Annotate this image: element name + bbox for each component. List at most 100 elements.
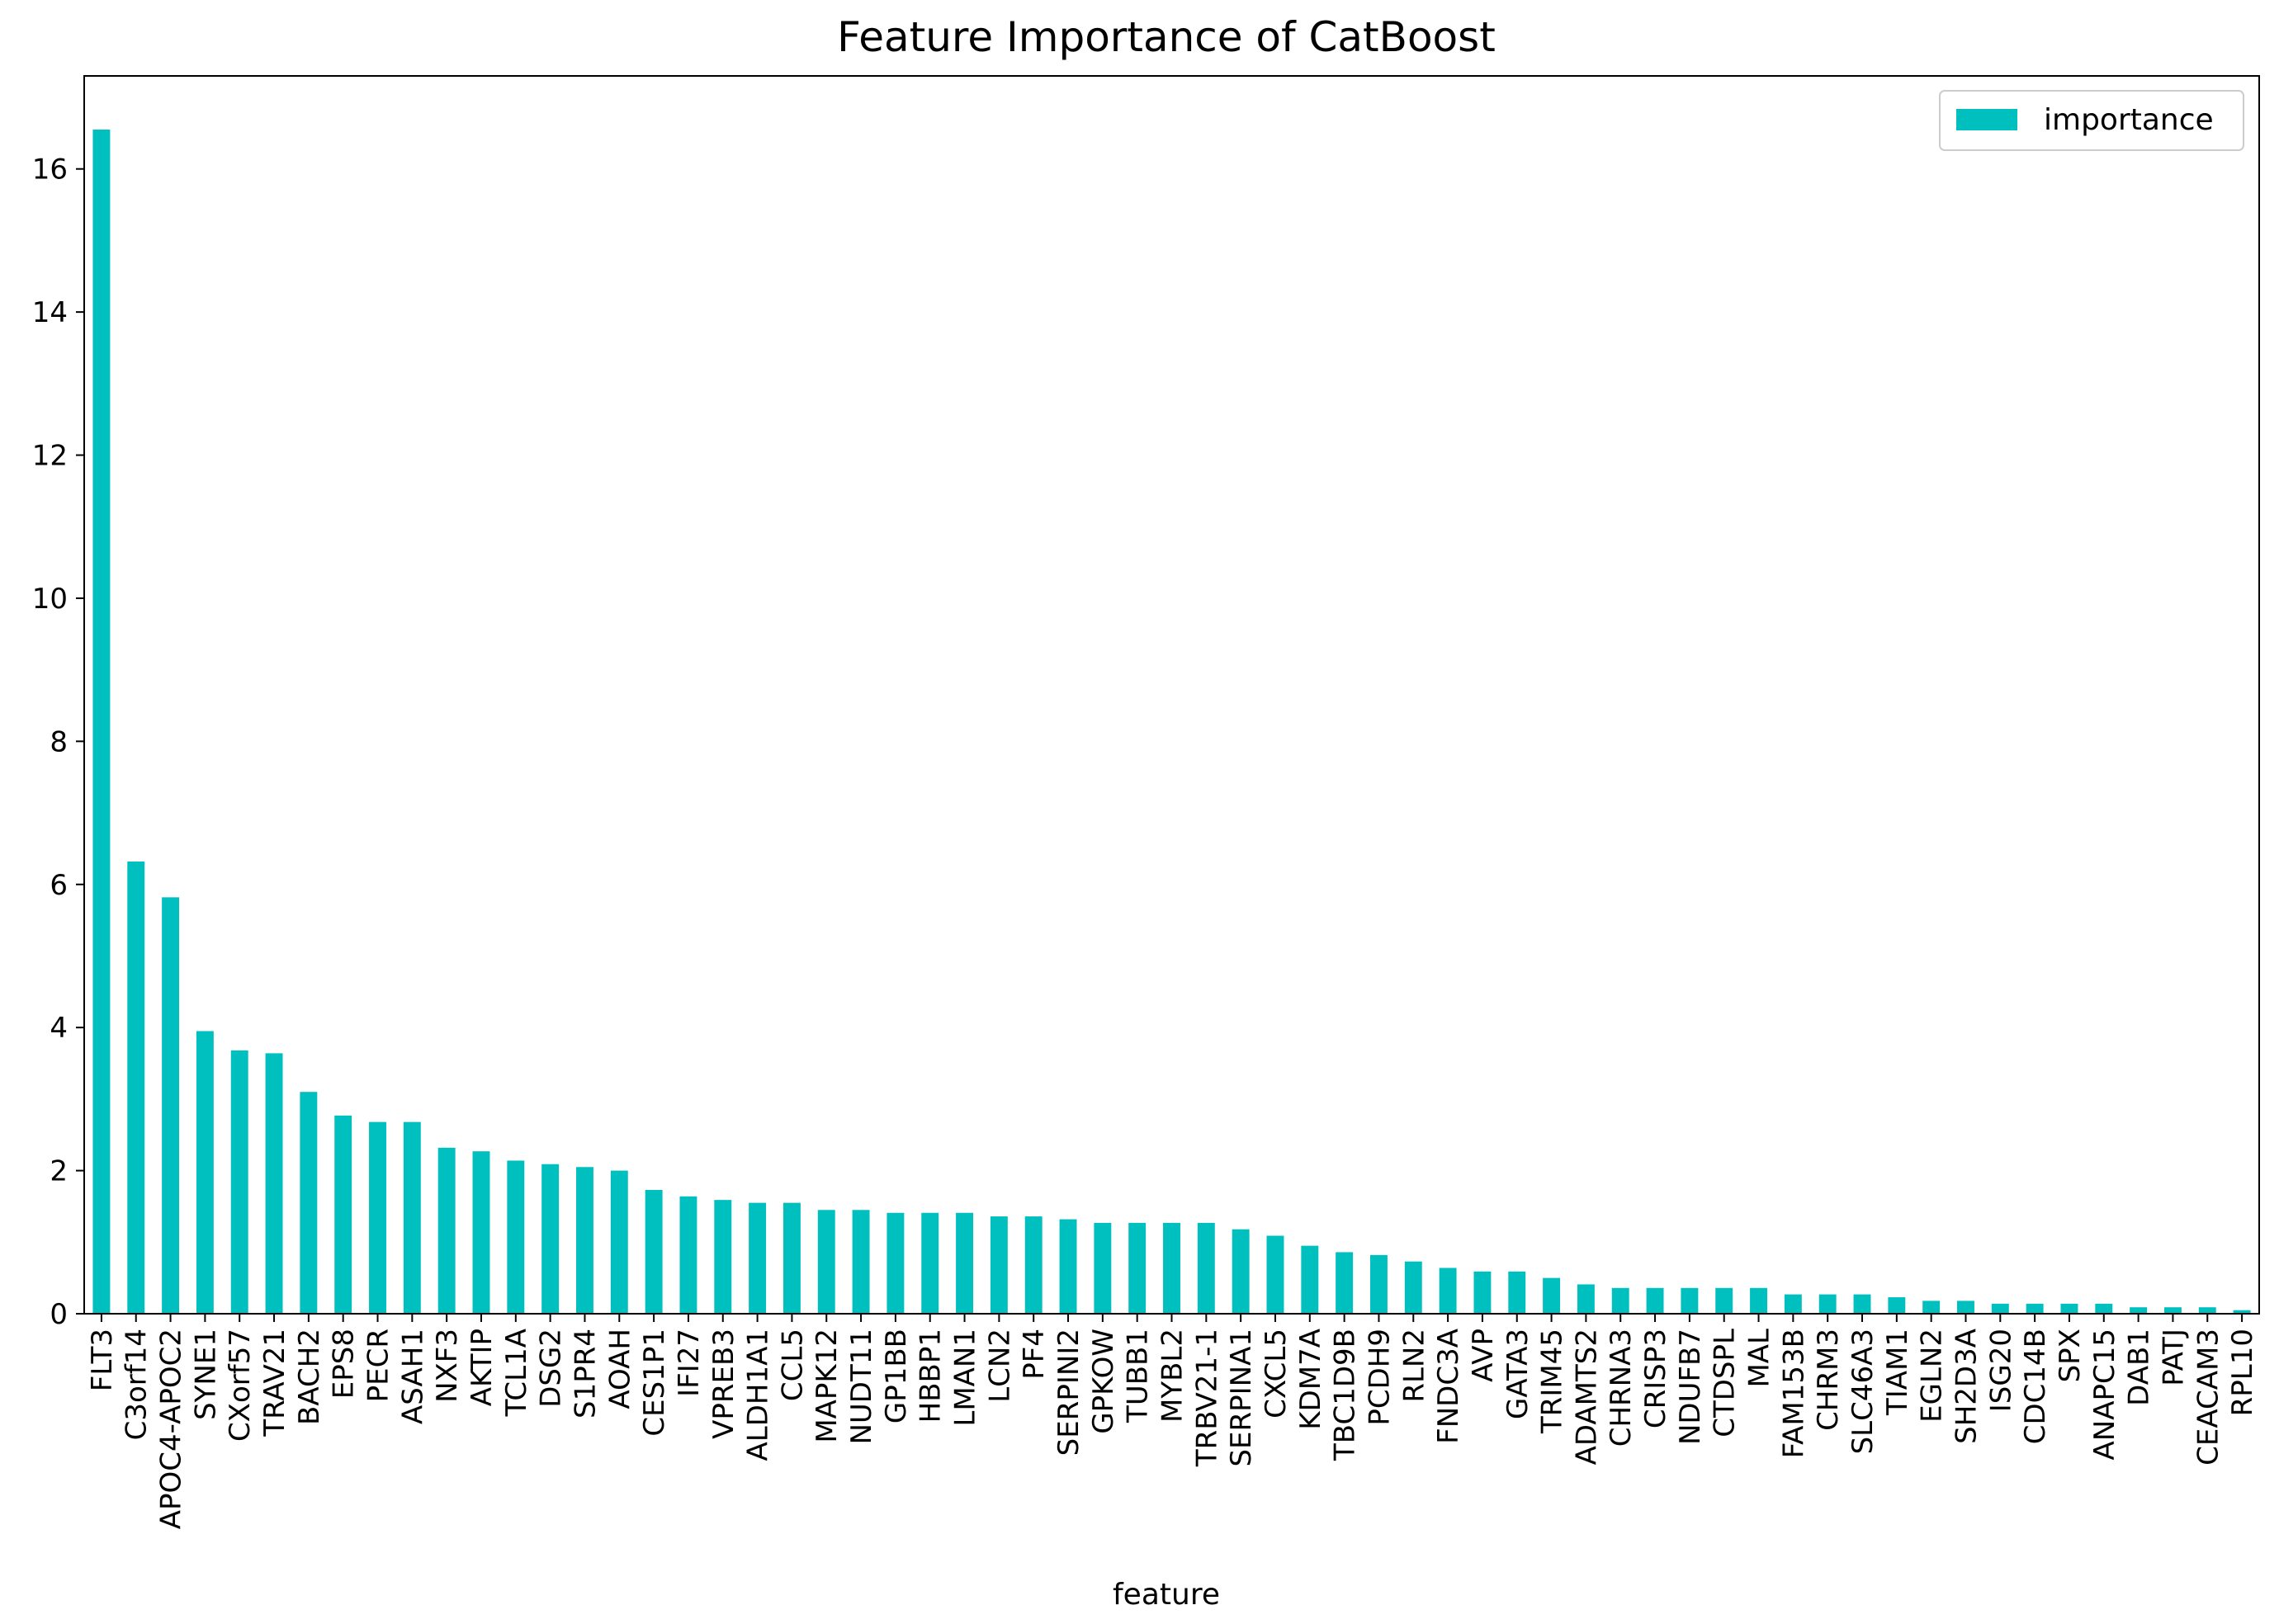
x-tick-label: NXF3 (431, 1329, 464, 1403)
x-tick-label: EGLN2 (1916, 1329, 1949, 1423)
bar (1508, 1271, 1526, 1314)
x-tick-label: FLT3 (86, 1329, 119, 1391)
bar (1301, 1245, 1319, 1314)
bar (749, 1202, 767, 1314)
bar (1611, 1287, 1629, 1314)
x-tick-label: DSG2 (535, 1329, 568, 1408)
bar (1163, 1222, 1180, 1314)
legend-label: importance (2044, 103, 2214, 137)
bar (956, 1212, 974, 1314)
bar (1957, 1301, 1974, 1314)
x-tick-label: NUDT11 (845, 1329, 878, 1445)
x-tick-label: MAL (1743, 1329, 1776, 1388)
bar (437, 1147, 456, 1314)
y-tick-label: 12 (32, 440, 68, 473)
x-tick-label: NDUFB7 (1674, 1329, 1707, 1445)
bar (714, 1200, 732, 1314)
bar (887, 1212, 905, 1314)
bar (1232, 1229, 1250, 1314)
x-tick-label: CEACAM3 (2192, 1329, 2225, 1466)
x-tick-label: GPKOW (1087, 1329, 1120, 1434)
x-tick-label: CRISP3 (1639, 1329, 1672, 1428)
bar (1991, 1303, 2009, 1314)
bar (1577, 1284, 1595, 1314)
x-tick-label: ISG20 (1984, 1329, 2017, 1412)
bar (1888, 1297, 1906, 1314)
x-tick-label: BACH2 (293, 1329, 326, 1425)
x-tick-label: CCL5 (776, 1329, 809, 1401)
x-tick-label: CHRM3 (1812, 1329, 1845, 1431)
x-tick-label: IFI27 (673, 1329, 706, 1397)
bar (1024, 1216, 1043, 1314)
x-tick-label: TRIM45 (1536, 1329, 1569, 1434)
x-tick-label: PCDH9 (1363, 1329, 1396, 1426)
x-tick-label: FNDC3A (1432, 1329, 1465, 1444)
bar (92, 130, 111, 1314)
y-tick-label: 4 (50, 1012, 68, 1045)
x-tick-label: APOC4-APOC2 (155, 1329, 188, 1529)
x-tick-label: SYNE1 (189, 1329, 222, 1420)
bar (300, 1092, 318, 1314)
bar (1473, 1271, 1492, 1314)
bar (1853, 1294, 1871, 1314)
bar (1681, 1287, 1699, 1314)
x-tick-label: AOAH (603, 1329, 636, 1409)
x-tick-label: PATJ (2157, 1329, 2190, 1386)
y-tick-label: 6 (50, 869, 68, 902)
bar (1369, 1254, 1388, 1314)
y-tick-label: 10 (32, 583, 68, 616)
bar (1922, 1301, 1941, 1314)
bar (1197, 1222, 1215, 1314)
x-tick-label: CES1P1 (638, 1329, 671, 1437)
bar (610, 1170, 628, 1314)
bar (1818, 1294, 1837, 1314)
bar (472, 1151, 490, 1314)
y-tick-label: 0 (50, 1298, 68, 1331)
bar (1715, 1287, 1733, 1314)
x-tick-label: DAB1 (2123, 1329, 2156, 1406)
x-tick-label: PECR (362, 1329, 395, 1402)
bars-group (92, 130, 2251, 1314)
legend-swatch (1956, 109, 2017, 130)
y-axis: 0 2 4 6 8 10 12 14 16 (32, 153, 84, 1331)
bar (369, 1121, 386, 1314)
bar (921, 1212, 939, 1314)
bar (127, 862, 145, 1314)
bar (162, 897, 180, 1314)
bar (1750, 1287, 1767, 1314)
bar (679, 1196, 697, 1314)
bar (2060, 1303, 2078, 1314)
x-tick-label: MAPK12 (811, 1329, 844, 1443)
legend: importance (1939, 90, 2244, 151)
bar (230, 1050, 248, 1314)
x-tick-label: TCL1A (500, 1329, 533, 1417)
x-axis: FLT3 C3orf14 APOC4-APOC2 SYNE1 CXorf57 TRAV21… (86, 1314, 2259, 1529)
chart-title: Feature Importance of CatBoost (837, 13, 1496, 61)
bar (645, 1190, 663, 1314)
bar (1439, 1268, 1457, 1314)
x-tick-label: TRBV21-1 (1190, 1329, 1223, 1467)
bar (852, 1210, 870, 1314)
x-tick-label: TIAM1 (1881, 1329, 1914, 1416)
bar (1646, 1287, 1664, 1314)
bar (576, 1167, 593, 1314)
bar (2130, 1307, 2148, 1314)
x-tick-label: RLN2 (1397, 1329, 1430, 1403)
bar (1336, 1252, 1354, 1314)
x-tick-label: CTDSPL (1709, 1329, 1742, 1438)
x-tick-label: C3orf14 (121, 1329, 154, 1440)
bar (1266, 1235, 1284, 1314)
bar (1059, 1219, 1077, 1314)
x-tick-label: S1PR4 (569, 1329, 602, 1419)
x-axis-label: feature (1113, 1578, 1220, 1612)
bar (1094, 1222, 1112, 1314)
bar (2198, 1307, 2216, 1314)
bar (541, 1164, 560, 1314)
bar (507, 1160, 525, 1314)
bar (990, 1216, 1008, 1314)
y-tick-label: 14 (32, 296, 68, 329)
bar (2163, 1307, 2182, 1314)
x-tick-label: MYBL2 (1156, 1329, 1189, 1423)
x-tick-label: VPREB3 (707, 1329, 740, 1439)
bar (2233, 1310, 2251, 1314)
